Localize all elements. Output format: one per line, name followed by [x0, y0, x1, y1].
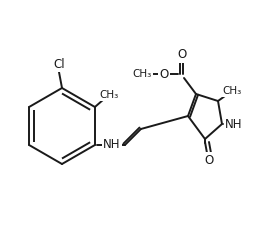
Text: O: O: [178, 49, 187, 61]
Text: NH: NH: [225, 118, 243, 131]
Text: CH₃: CH₃: [222, 86, 242, 96]
Text: CH₃: CH₃: [99, 90, 118, 100]
Text: O: O: [159, 68, 169, 81]
Text: Cl: Cl: [53, 58, 65, 71]
Text: NH: NH: [103, 139, 121, 152]
Text: O: O: [204, 153, 214, 166]
Text: CH₃: CH₃: [132, 69, 152, 79]
